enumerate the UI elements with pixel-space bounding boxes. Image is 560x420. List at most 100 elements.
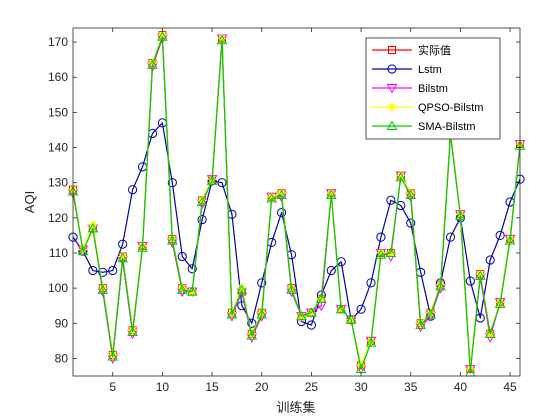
data-point: [77, 245, 89, 256]
data-point: [186, 286, 198, 296]
data-point: [376, 248, 386, 258]
data-point: [108, 265, 118, 276]
y-tick-label: 90: [55, 316, 69, 330]
x-tick-label: 40: [454, 380, 468, 394]
data-point: [375, 249, 387, 259]
y-tick-label: 140: [48, 141, 68, 155]
data-point: [147, 59, 158, 69]
data-point: [495, 230, 505, 240]
data-point: [296, 310, 307, 321]
data-point: [97, 284, 109, 294]
legend-label: 实际值: [418, 43, 451, 57]
data-point: [246, 330, 258, 340]
data-point: [157, 30, 167, 40]
legend-marker: [388, 46, 396, 54]
data-point: [226, 308, 238, 319]
y-tick-label: 150: [48, 105, 68, 119]
data-point: [396, 171, 406, 181]
data-point: [107, 351, 119, 361]
data-point: [376, 232, 386, 242]
data-point: [117, 252, 129, 263]
data-point: [315, 293, 327, 303]
y-tick-label: 80: [55, 351, 69, 365]
legend-marker: [387, 64, 397, 74]
data-point: [385, 247, 397, 257]
legend-label: Lstm: [418, 64, 442, 76]
data-point: [435, 280, 446, 291]
data-point: [415, 319, 427, 330]
y-tick-label: 160: [48, 70, 68, 84]
data-point: [276, 189, 287, 199]
data-point: [196, 196, 208, 206]
data-point: [177, 251, 187, 262]
axes-box: [72, 27, 521, 377]
data-point: [87, 222, 99, 233]
legend-marker: [387, 102, 397, 112]
data-point: [216, 34, 228, 45]
data-point: [206, 175, 218, 185]
data-point: [247, 318, 257, 328]
data-point: [306, 320, 316, 330]
y-tick-label: 130: [48, 176, 68, 190]
data-point: [236, 284, 248, 294]
data-point: [455, 210, 466, 221]
x-axis-label: 训练集: [276, 400, 315, 415]
data-point: [306, 307, 317, 317]
legend: 实际值 Lstm Bilstm QPSO-Bilstm SMA-Bilstm: [365, 37, 501, 140]
x-tick-label: 10: [156, 380, 170, 394]
x-tick-label: 45: [503, 380, 517, 394]
data-point: [405, 189, 417, 199]
data-point: [217, 178, 227, 188]
data-point: [166, 235, 178, 245]
legend-label: SMA-Bilstm: [418, 121, 475, 133]
data-point: [118, 251, 128, 261]
y-axis-label: AQI: [22, 191, 37, 213]
data-point: [257, 278, 267, 288]
data-point: [137, 242, 148, 252]
data-point: [176, 284, 188, 294]
data-point: [187, 264, 197, 274]
y-tick-label: 110: [49, 246, 68, 260]
data-point: [345, 314, 357, 324]
data-point: [326, 188, 336, 198]
data-point: [237, 283, 247, 293]
data-point: [217, 34, 227, 44]
data-point: [167, 178, 177, 188]
data-point: [118, 239, 128, 249]
data-point: [197, 214, 207, 225]
data-point: [256, 308, 268, 319]
data-point: [266, 192, 278, 203]
x-tick-label: 25: [305, 380, 319, 394]
data-point: [277, 188, 287, 198]
data-point: [286, 284, 297, 294]
data-point: [277, 207, 287, 218]
data-point: [335, 303, 347, 314]
data-point: [325, 189, 337, 199]
data-point: [127, 326, 138, 337]
data-point: [157, 31, 168, 41]
x-tick-label: 30: [354, 380, 368, 394]
data-point: [128, 185, 138, 195]
data-point: [475, 269, 485, 279]
data-point: [267, 192, 277, 202]
y-tick-label: 170: [48, 35, 68, 49]
data-point: [406, 188, 416, 198]
series-line-SMA-Bilstm: [72, 36, 521, 374]
data-point: [485, 255, 495, 265]
tick-layer: 5 10 15 20 25 30 35 40 45 80 90 100 110 120 130 140 150 1…: [48, 28, 520, 394]
legend-marker: [386, 84, 398, 94]
data-point: [366, 278, 376, 288]
data-point: [504, 235, 516, 245]
data-point: [445, 232, 456, 242]
data-point: [326, 265, 336, 276]
data-point: [197, 195, 207, 205]
legend-label: Bilstm: [418, 83, 448, 95]
x-tick-label: 5: [109, 380, 116, 394]
x-tick-label: 20: [255, 380, 269, 394]
y-tick-label: 120: [48, 211, 68, 225]
data-point: [465, 276, 475, 286]
x-tick-label: 35: [404, 380, 418, 394]
data-point: [484, 328, 496, 338]
